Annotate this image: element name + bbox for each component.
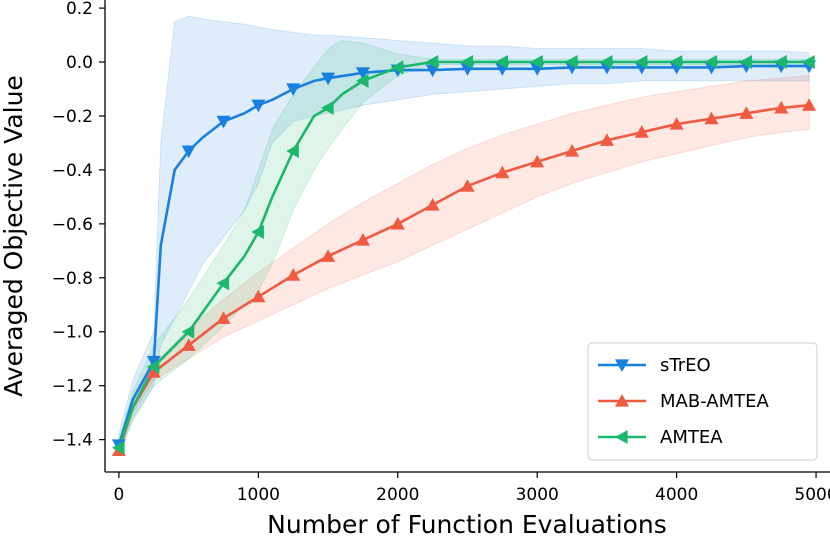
point-mab-amtea-7 (355, 233, 370, 246)
x-tick-label-0: 0 (114, 485, 125, 505)
legend-label-mab-amtea: MAB-AMTEA (660, 391, 770, 412)
point-streo-6 (321, 72, 336, 86)
point-mab-amtea-2 (181, 338, 196, 351)
point-amtea-16 (669, 55, 683, 70)
y-tick-label-4: −0.6 (52, 215, 93, 235)
point-amtea-7 (355, 73, 369, 88)
point-amtea-1 (146, 359, 160, 374)
y-tick-label-5: −0.8 (52, 269, 93, 289)
point-amtea-2 (181, 324, 195, 339)
point-amtea-17 (704, 55, 718, 70)
point-mab-amtea-6 (321, 249, 336, 262)
point-mab-amtea-4 (251, 289, 266, 303)
point-mab-amtea-17 (704, 111, 719, 125)
point-mab-amtea-5 (286, 268, 301, 281)
y-axis-label: Averaged Objective Value (0, 75, 28, 397)
y-tick-label-0: 0.2 (66, 0, 93, 19)
point-mab-amtea-18 (739, 106, 754, 119)
point-amtea-15 (634, 55, 648, 70)
y-tick-label-7: −1.2 (52, 377, 93, 397)
point-mab-amtea-10 (460, 179, 475, 192)
point-amtea-11 (495, 55, 508, 70)
legend-label-streo: sTrEO (660, 355, 711, 376)
point-mab-amtea-20 (802, 98, 817, 111)
point-amtea-12 (530, 55, 543, 70)
legend: sTrEO MAB-AMTEA AMTEA (587, 342, 818, 461)
axes (104, 0, 830, 473)
point-amtea-18 (739, 55, 752, 70)
legend-marker-amtea (615, 430, 628, 444)
line-streo (117, 64, 810, 446)
point-mab-amtea-16 (669, 117, 684, 130)
y-tick-label-3: −0.4 (52, 161, 93, 181)
point-mab-amtea-12 (530, 154, 545, 168)
line-mab-amtea (117, 103, 810, 451)
y-tick-label-2: −0.2 (52, 107, 93, 127)
point-amtea-20 (802, 55, 815, 70)
legend-marker-streo (615, 359, 629, 372)
band-streo (118, 15, 810, 454)
point-mab-amtea-11 (495, 165, 510, 179)
x-tick-label-1: 1000 (237, 485, 280, 505)
legend-label-amtea: AMTEA (660, 427, 723, 448)
series-markers (111, 55, 817, 457)
y-tick-label-8: −1.4 (52, 431, 93, 451)
legend-marker-mab-amtea (615, 394, 629, 407)
y-tick-label-6: −1.0 (52, 323, 93, 343)
point-mab-amtea-8 (390, 216, 405, 230)
legend-box (587, 342, 818, 461)
point-mab-amtea-9 (425, 197, 440, 211)
point-amtea-8 (390, 60, 404, 75)
y-tick-label-1: 0.0 (66, 53, 93, 73)
point-amtea-6 (321, 100, 334, 115)
point-mab-amtea-14 (599, 133, 614, 146)
point-streo-7 (355, 67, 370, 80)
point-mab-amtea-15 (634, 125, 649, 138)
point-amtea-14 (599, 55, 613, 70)
x-tick-label-3: 3000 (516, 485, 559, 505)
y-ticks: 0.2 0.0 −0.2 −0.4 −0.6 −0.8 −1.0 −1.2 −1.4 (52, 0, 105, 451)
point-amtea-13 (565, 55, 578, 70)
point-amtea-10 (460, 55, 474, 70)
point-amtea-4 (251, 224, 264, 239)
point-streo-3 (216, 115, 231, 129)
point-amtea-5 (286, 144, 299, 159)
point-mab-amtea-1 (146, 365, 161, 378)
point-amtea-0 (111, 440, 125, 455)
x-tick-label-4: 4000 (655, 485, 698, 505)
point-amtea-3 (216, 276, 230, 291)
point-amtea-19 (774, 55, 787, 70)
x-tick-label-2: 2000 (376, 485, 419, 505)
point-mab-amtea-3 (216, 311, 231, 324)
point-mab-amtea-13 (565, 144, 580, 157)
point-streo-1 (146, 355, 161, 369)
point-mab-amtea-19 (774, 100, 789, 114)
point-amtea-9 (425, 55, 439, 70)
point-streo-2 (181, 145, 196, 159)
x-axis-label: Number of Function Evaluations (267, 510, 667, 539)
point-streo-5 (286, 83, 301, 97)
point-streo-4 (251, 99, 266, 113)
